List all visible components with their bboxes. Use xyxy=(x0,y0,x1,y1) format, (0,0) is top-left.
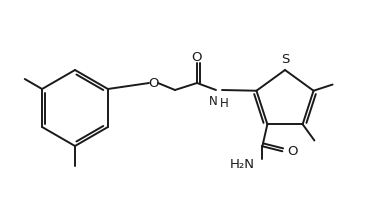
Text: H₂N: H₂N xyxy=(229,158,254,171)
Text: H: H xyxy=(220,97,229,110)
Text: O: O xyxy=(192,50,202,64)
Text: O: O xyxy=(148,77,158,89)
Text: S: S xyxy=(281,53,289,66)
Text: O: O xyxy=(288,145,298,158)
Text: N: N xyxy=(209,95,218,108)
